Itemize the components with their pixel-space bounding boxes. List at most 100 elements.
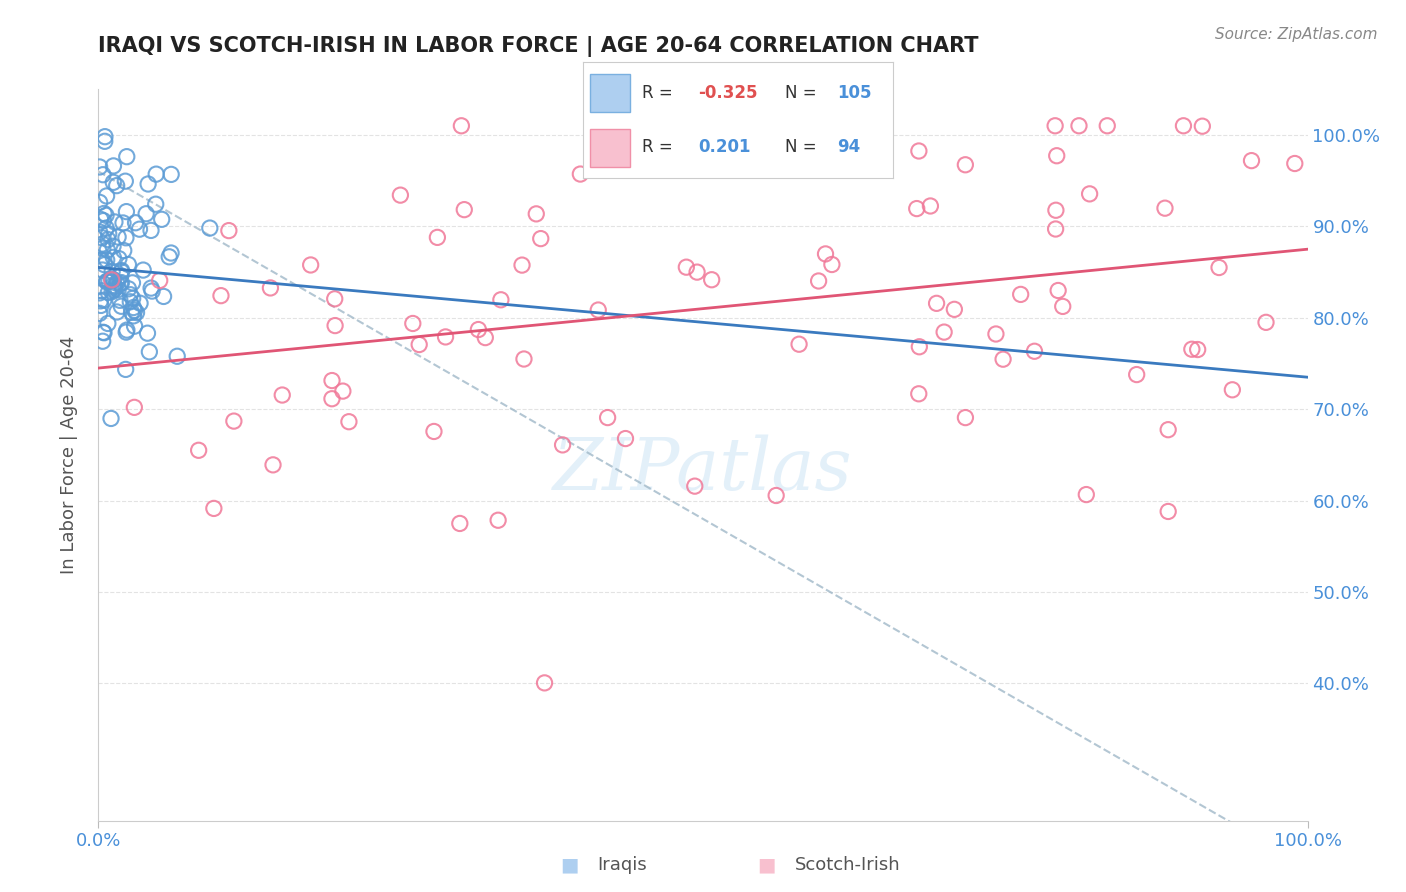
Point [139,281,162,295]
Point [120,294,142,309]
Point [89,293,111,308]
Point [1284,156,1306,170]
Point [222,414,245,428]
Point [97,233,120,247]
Point [117,258,139,272]
Point [323,318,346,333]
Point [115,231,138,245]
Point [1078,186,1101,201]
Point [112,244,135,258]
Point [1154,201,1177,215]
Point [166,349,188,363]
Point [124,216,146,230]
Point [450,119,472,133]
Point [814,247,837,261]
Point [93,326,115,340]
Point [683,479,706,493]
Point [984,326,1007,341]
Point [218,224,240,238]
Point [1097,119,1119,133]
Text: IRAQI VS SCOTCH-IRISH IN LABOR FORCE | AGE 20-64 CORRELATION CHART: IRAQI VS SCOTCH-IRISH IN LABOR FORCE | A… [98,36,979,57]
Point [96,252,118,267]
Point [94,208,117,222]
Point [103,159,125,173]
Text: Iraqis: Iraqis [598,856,647,874]
Point [107,230,129,244]
Point [101,271,124,285]
Point [89,195,111,210]
Point [103,283,125,297]
Point [1220,383,1243,397]
Point [1157,423,1180,437]
Point [103,273,125,287]
Point [907,386,929,401]
Point [1047,284,1070,298]
Point [658,137,681,152]
Point [821,258,844,272]
Text: N =: N = [785,138,821,156]
Point [955,158,977,172]
Point [91,252,114,267]
Point [160,167,183,181]
Point [510,258,533,272]
Point [136,326,159,341]
Point [94,134,117,148]
Point [453,202,475,217]
Point [675,260,697,275]
Text: ■: ■ [756,855,776,875]
Text: 105: 105 [837,84,872,103]
Point [321,392,343,406]
Point [101,264,124,278]
Point [1208,260,1230,275]
Point [905,202,928,216]
Point [135,207,157,221]
Point [129,296,152,310]
Text: ZIPatlas: ZIPatlas [553,434,853,505]
Point [588,144,610,158]
Point [807,274,830,288]
Point [1157,504,1180,518]
Point [1240,153,1263,168]
Text: Scotch-Irish: Scotch-Irish [794,856,900,874]
Point [489,293,512,307]
Point [467,322,489,336]
Point [955,410,977,425]
Point [132,263,155,277]
Point [259,281,281,295]
Point [115,323,138,337]
Point [125,305,148,319]
Point [114,362,136,376]
Point [121,276,143,290]
Point [115,150,138,164]
Point [104,281,127,295]
Point [524,207,547,221]
Point [97,274,120,288]
Point [94,221,117,235]
Point [700,273,723,287]
Bar [589,128,630,167]
Point [533,676,555,690]
Text: -0.325: -0.325 [697,84,758,103]
Point [93,206,115,220]
Point [105,276,128,290]
Point [90,230,112,244]
Point [787,337,810,351]
Point [90,284,112,298]
Point [124,401,146,415]
Point [1045,222,1067,236]
Point [115,204,138,219]
Point [925,296,948,310]
Point [108,293,131,308]
Point [122,301,145,315]
Point [89,225,111,239]
Point [141,284,163,298]
Point [1173,119,1195,133]
Point [111,263,134,277]
Point [1076,487,1098,501]
Point [90,212,112,227]
Point [121,292,143,306]
Point [1043,119,1066,133]
Text: N =: N = [785,84,821,103]
Point [908,340,931,354]
Point [117,282,139,296]
